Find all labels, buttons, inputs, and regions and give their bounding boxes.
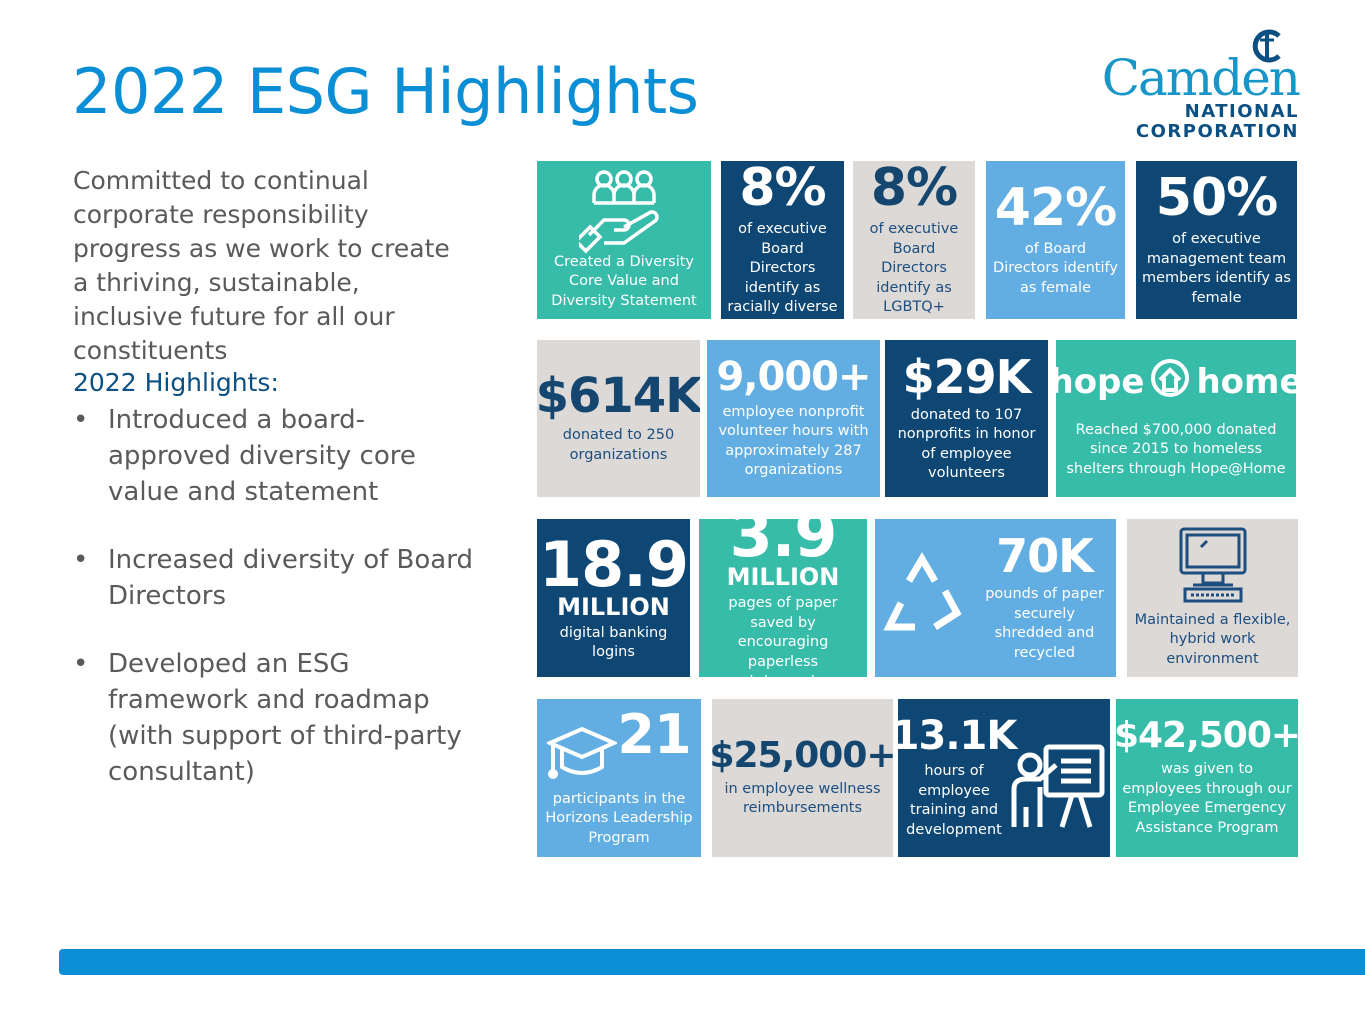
tile-content: $29K donated to 107 nonprofits in honor o… [885, 340, 1048, 497]
tile-text: of Board Directors identify as female [993, 240, 1118, 296]
title: 2022 ESG Highlights [72, 55, 699, 128]
tile-content: 8% of executive Board Directors identify … [853, 161, 975, 319]
tile-content: Created a Diversity Core Value and Diver… [537, 161, 711, 319]
highlight-item: Developed an ESG framework and roadmap (… [73, 646, 483, 790]
icon-graphic [1011, 744, 1105, 828]
tile-text: Created a Diversity Core Value and Diver… [551, 253, 697, 309]
tile-content: 50% of executive management team members … [1136, 161, 1297, 319]
logo-line: NATIONAL [1184, 101, 1299, 122]
tile-text: pounds of paper securely shredded and re… [985, 586, 1104, 661]
tile: Created a Diversity Core Value and Diver… [537, 161, 711, 319]
stat: $25,000+ [712, 734, 893, 776]
icon-graphic [545, 726, 619, 779]
tile: $25,000+ in employee wellness reimburseme… [712, 699, 893, 857]
tile-text: pages of paper saved by encouraging pape… [728, 595, 838, 677]
tile: 8% of executive Board Directors identify … [853, 161, 975, 319]
tile-text: of executive Board Directors identify as… [727, 221, 838, 316]
logo: Camden NATIONAL CORPORATION [1102, 24, 1301, 142]
stat: $42,500+ [1116, 715, 1298, 756]
tile-content: $42,500+ was given to employees through o… [1116, 699, 1298, 857]
tile-text: hours of employee training and developme… [906, 763, 1002, 838]
tile-content: 3.9 MILLION pages of paper saved by encour… [699, 519, 867, 677]
tile-content: Maintained a flexible, hybrid work envir… [1127, 519, 1298, 677]
brand-word: hope [1056, 362, 1145, 403]
tile-content: 13.1K hours of employee training and deve… [898, 699, 1017, 857]
stat-unit: MILLION [726, 563, 840, 592]
icon [879, 551, 965, 641]
tile: $29K donated to 107 nonprofits in honor o… [885, 340, 1048, 497]
highlights-heading: 2022 Highlights: [73, 368, 279, 397]
tile: $42,500+ was given to employees through o… [1116, 699, 1298, 857]
icon [1006, 737, 1106, 841]
tile: $614K donated to 250 organizations [537, 340, 700, 497]
stat: 8% [870, 161, 958, 219]
brand-word: home [1196, 362, 1296, 403]
logo-line: CORPORATION [1135, 121, 1299, 142]
tile-content: hope home Reached $700,000 donated since 2… [1056, 340, 1296, 497]
tile-content: 8% of executive Board Directors identify … [721, 161, 844, 319]
tile-content: $25,000+ in employee wellness reimburseme… [712, 699, 893, 857]
footer-bar [59, 949, 1365, 975]
icon [573, 165, 669, 259]
tile: 9,000+ employee nonprofit volunteer hours… [707, 340, 880, 497]
tile-text: of executive Board Directors identify as… [869, 221, 959, 316]
stat: $614K [537, 368, 700, 424]
tile-content: 18.9 MILLION digital banking logins [537, 519, 690, 677]
stat: 42% [994, 177, 1117, 238]
stat: 70K [996, 529, 1094, 583]
tile: hope home Reached $700,000 donated since 2… [1056, 340, 1296, 497]
tile: 21 participants in the Horizons Leadershi… [537, 699, 701, 857]
tile: Maintained a flexible, hybrid work envir… [1127, 519, 1298, 677]
tile-text: of executive management team members ide… [1142, 231, 1291, 306]
logo-anchor [1252, 29, 1281, 63]
tile-content: 70K pounds of paper securely shredded and… [973, 519, 1116, 677]
icon [545, 719, 619, 793]
tile: 3.9 MILLION pages of paper saved by encour… [699, 519, 867, 677]
stat: 9,000+ [716, 353, 871, 400]
tile: 42% of Board Directors identify as female [986, 161, 1125, 319]
tile-text: donated to 107 nonprofits in honor of em… [897, 406, 1036, 482]
tile-text: in employee wellness reimbursements [724, 780, 881, 817]
tile-text: donated to 250 organizations [562, 427, 675, 463]
brand-house [1151, 358, 1190, 397]
icon-graphic [883, 552, 962, 631]
icon [1173, 525, 1253, 609]
stat: 50% [1155, 168, 1278, 228]
tile-text: participants in the Horizons Leadership … [545, 790, 693, 846]
tile-text: digital banking logins [559, 624, 668, 661]
intro: Committed to continual corporate respons… [73, 166, 450, 365]
tile-text: Reached $700,000 donated since 2015 to h… [1066, 421, 1286, 477]
stat: 13.1K [898, 713, 1017, 759]
tile: 18.9 MILLION digital banking logins [537, 519, 690, 677]
brand-mark [1150, 358, 1190, 407]
stat: 3.9 [729, 519, 838, 572]
icon-graphic [1179, 527, 1247, 603]
highlight-item: Introduced a board-approved diversity co… [73, 402, 483, 510]
tile-content: 21 participants in the Horizons Leadershi… [537, 699, 701, 857]
stat: 18.9 [539, 527, 689, 601]
tile-content: 9,000+ employee nonprofit volunteer hours… [707, 340, 880, 497]
tile-text: employee nonprofit volunteer hours with … [718, 403, 869, 479]
tile-text: Maintained a flexible, hybrid work envir… [1134, 611, 1291, 667]
tile-text: was given to employees through our Emplo… [1122, 761, 1292, 836]
tile-content: 42% of Board Directors identify as female [986, 161, 1125, 319]
stat: 8% [739, 161, 826, 219]
stat: $29K [902, 349, 1032, 404]
tile: 13.1K hours of employee training and deve… [898, 699, 1110, 857]
stat: 21 [617, 702, 691, 766]
highlights-list: Introduced a board-approved diversity co… [73, 402, 483, 822]
tile-content: $614K donated to 250 organizations [537, 340, 700, 497]
highlight-item: Increased diversity of Board Directors [73, 542, 483, 614]
tile: 8% of executive Board Directors identify … [721, 161, 844, 319]
tile: 50% of executive management team members … [1136, 161, 1297, 319]
icon-graphic [573, 170, 659, 254]
brand: hope home [1056, 358, 1296, 407]
tile: 70K pounds of paper securely shredded and… [875, 519, 1116, 677]
stat-unit: MILLION [557, 592, 670, 621]
